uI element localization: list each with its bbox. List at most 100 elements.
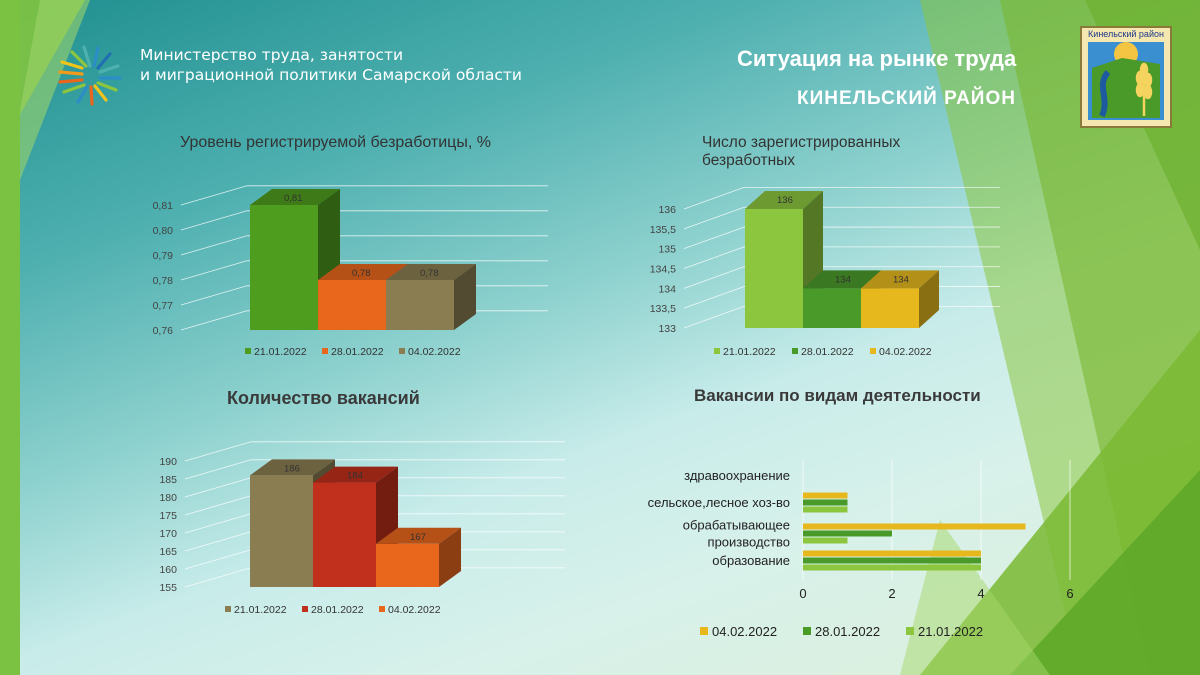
chart-gridline-oblique bbox=[683, 206, 745, 230]
chart-y-tick: 0,76 bbox=[153, 325, 174, 337]
chart-y-tick: 160 bbox=[159, 564, 177, 576]
chart-y-tick: 185 bbox=[159, 474, 177, 486]
chart-bar-top bbox=[313, 466, 398, 483]
chart-y-tick: 190 bbox=[159, 456, 177, 468]
legend-label: 28.01.2022 bbox=[815, 624, 880, 639]
chart-bar bbox=[803, 537, 848, 544]
legend-swatch bbox=[792, 348, 798, 354]
ministry-logo-icon bbox=[58, 45, 122, 106]
chart-gridline-oblique bbox=[683, 266, 745, 289]
chart-data-label: 136 bbox=[777, 195, 793, 206]
chart-bar-top bbox=[861, 270, 939, 289]
chart-y-tick: 0,79 bbox=[153, 250, 174, 262]
chart-y-tick: 170 bbox=[159, 528, 177, 540]
chart-y-tick: 135,5 bbox=[650, 224, 676, 236]
legend-swatch bbox=[302, 606, 308, 612]
chart-bar bbox=[803, 523, 1026, 530]
chart-y-tick: 133 bbox=[658, 323, 676, 335]
chart-data-label: 186 bbox=[284, 463, 300, 474]
chart-category-label: производство bbox=[708, 535, 790, 550]
chart-x-tick: 2 bbox=[888, 586, 895, 601]
chart-category-label: обрабатывающее bbox=[683, 518, 790, 533]
chart-gridline-oblique bbox=[180, 185, 248, 206]
chart-bar bbox=[318, 280, 386, 330]
legend-label: 28.01.2022 bbox=[331, 346, 384, 358]
chart-bar bbox=[745, 209, 803, 328]
chart-bar bbox=[803, 530, 892, 537]
chart-bar bbox=[803, 492, 848, 499]
chart-bar bbox=[803, 550, 981, 557]
ministry-name: Министерство труда, занятости и миграцио… bbox=[140, 45, 522, 85]
chart-bar-top bbox=[386, 264, 476, 280]
legend-label: 28.01.2022 bbox=[311, 604, 364, 616]
legend-label: 21.01.2022 bbox=[918, 624, 983, 639]
chart-gridline-oblique bbox=[184, 513, 252, 534]
chart-gridline-oblique bbox=[180, 210, 248, 231]
chart-gridline-oblique bbox=[184, 459, 252, 480]
legend-label: 04.02.2022 bbox=[388, 604, 441, 616]
legend-swatch bbox=[714, 348, 720, 354]
chart-y-tick: 0,80 bbox=[153, 225, 174, 237]
chart-gridline-oblique bbox=[180, 310, 248, 331]
chart-gridline-oblique bbox=[184, 567, 252, 588]
chart-bar bbox=[313, 482, 376, 587]
chart-data-label: 184 bbox=[347, 471, 363, 482]
chart-bar bbox=[861, 288, 919, 328]
legend-swatch bbox=[322, 348, 328, 354]
chart-y-tick: 0,77 bbox=[153, 300, 174, 312]
legend-label: 21.01.2022 bbox=[723, 346, 776, 358]
legend-label: 04.02.2022 bbox=[712, 624, 777, 639]
chart-gridline-oblique bbox=[683, 286, 745, 309]
emblem-label: Кинельский район bbox=[1088, 29, 1164, 39]
legend-label: 21.01.2022 bbox=[254, 346, 307, 358]
chart-bar-side bbox=[454, 264, 476, 330]
chart1-title: Уровень регистрируемой безработицы, % bbox=[180, 134, 491, 151]
ministry-name-line1: Министерство труда, занятости bbox=[140, 46, 404, 64]
chart-gridline-oblique bbox=[683, 187, 745, 210]
legend-swatch bbox=[245, 348, 251, 354]
chart-bar-top bbox=[250, 459, 335, 476]
chart-y-tick: 0,78 bbox=[153, 275, 174, 287]
emblem-icon bbox=[1088, 42, 1164, 120]
chart-data-label: 167 bbox=[410, 532, 426, 543]
district-emblem: Кинельский район bbox=[1080, 26, 1172, 128]
chart-gridline-oblique bbox=[180, 235, 248, 256]
legend-swatch bbox=[803, 627, 811, 635]
chart-gridline-oblique bbox=[683, 306, 745, 329]
legend-label: 28.01.2022 bbox=[801, 346, 854, 358]
chart-data-label: 134 bbox=[835, 274, 851, 285]
chart-gridline-oblique bbox=[683, 226, 745, 250]
chart-x-tick: 0 bbox=[799, 586, 806, 601]
chart-bar-top bbox=[745, 191, 823, 209]
chart-category-label: сельское,лесное хоз-во bbox=[648, 495, 790, 510]
chart-gridline-oblique bbox=[683, 246, 745, 269]
chart-x-tick: 6 bbox=[1066, 586, 1073, 601]
legend-label: 04.02.2022 bbox=[408, 346, 461, 358]
chart3-title: Количество вакансий bbox=[227, 388, 420, 408]
chart-y-tick: 134 bbox=[658, 283, 676, 295]
chart-category-label: образование bbox=[712, 553, 790, 568]
chart-data-label: 0,81 bbox=[284, 193, 303, 204]
chart-y-tick: 133,5 bbox=[650, 303, 676, 315]
chart-bar bbox=[250, 205, 318, 330]
chart-y-tick: 165 bbox=[159, 546, 177, 558]
chart-gridline-oblique bbox=[184, 477, 252, 498]
legend-label: 04.02.2022 bbox=[879, 346, 932, 358]
chart-y-tick: 180 bbox=[159, 492, 177, 504]
chart-bar bbox=[250, 475, 313, 587]
chart-y-tick: 175 bbox=[159, 510, 177, 522]
legend-swatch bbox=[906, 627, 914, 635]
chart2-title: Число зарегистрированных безработных bbox=[702, 134, 901, 169]
chart-data-label: 0,78 bbox=[420, 268, 439, 279]
chart-bar bbox=[803, 506, 848, 513]
chart-bar bbox=[386, 280, 454, 330]
chart-bar-top bbox=[318, 264, 408, 280]
chart-gridline-oblique bbox=[184, 441, 252, 462]
chart-bar-top bbox=[803, 270, 881, 289]
chart-bar bbox=[803, 288, 861, 328]
chart-x-tick: 4 bbox=[977, 586, 984, 601]
chart-category-label: здравоохранение bbox=[684, 468, 790, 483]
chart-gridline-oblique bbox=[184, 549, 252, 570]
